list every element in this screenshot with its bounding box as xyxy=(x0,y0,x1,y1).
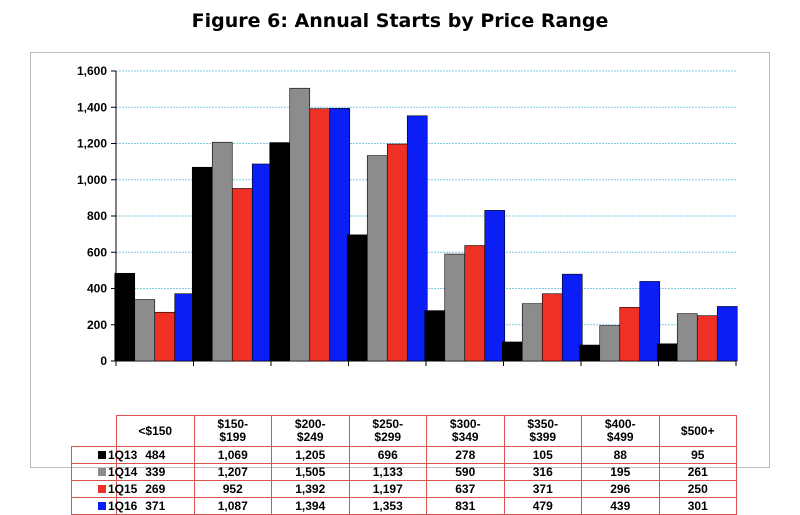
bar xyxy=(619,307,641,362)
data-label: 261 xyxy=(658,463,737,481)
bar xyxy=(484,210,506,362)
legend-swatch xyxy=(98,451,106,459)
data-label: 1,133 xyxy=(348,463,427,481)
legend-entry: 1Q16 xyxy=(71,497,137,515)
data-label: 278 xyxy=(426,446,505,464)
x-tick-label: <$150 xyxy=(116,415,195,447)
x-tick-label: $300- $349 xyxy=(426,415,505,447)
legend-swatch xyxy=(98,468,106,476)
legend-entry: 1Q15 xyxy=(71,480,137,498)
legend-swatch xyxy=(98,502,106,510)
data-table: <$150 $150- $199 $200- $249 $250- $299 $300- $34… xyxy=(71,415,737,515)
data-label: 195 xyxy=(581,463,660,481)
data-label: 637 xyxy=(426,480,505,498)
table-row: 1Q13 484 1,069 1,205 696 278 105 88 95 xyxy=(71,446,737,464)
data-label: 590 xyxy=(426,463,505,481)
y-tick-label: 1,200 xyxy=(77,137,107,151)
bar xyxy=(561,273,583,362)
table-row: 1Q16 371 1,087 1,394 1,353 831 479 439 301 xyxy=(71,497,737,515)
x-tick-label: $350- $399 xyxy=(503,415,582,447)
bar xyxy=(406,115,428,362)
data-label: 831 xyxy=(426,497,505,515)
data-label: 439 xyxy=(581,497,660,515)
data-label: 88 xyxy=(581,446,660,464)
data-label: 1,353 xyxy=(348,497,427,515)
data-label: 1,392 xyxy=(271,480,350,498)
chart-title: Figure 6: Annual Starts by Price Range xyxy=(191,10,609,32)
bar xyxy=(134,299,156,362)
bar xyxy=(386,143,408,362)
bar xyxy=(444,253,466,362)
bar xyxy=(114,272,136,362)
bar-chart: 0 200 400 600 800 1,000 1,200 1,400 1,600 xyxy=(77,64,738,368)
legend-entry: 1Q14 xyxy=(71,463,137,481)
data-label: 316 xyxy=(503,463,582,481)
data-label: 484 xyxy=(116,446,195,464)
bar xyxy=(289,87,311,362)
bar xyxy=(501,341,523,362)
y-tick-label: 1,400 xyxy=(77,100,107,114)
bar xyxy=(676,313,698,362)
bar xyxy=(174,293,196,362)
legend-label: 1Q14 xyxy=(108,464,138,479)
bar xyxy=(579,344,601,362)
bar xyxy=(269,142,291,362)
bar xyxy=(211,141,233,362)
bar xyxy=(656,343,678,362)
y-tick-label: 600 xyxy=(87,245,107,259)
y-tick-label: 800 xyxy=(87,209,107,223)
bar xyxy=(541,293,563,362)
legend-entry: 1Q13 xyxy=(71,446,137,464)
data-label: 952 xyxy=(193,480,272,498)
data-label: 250 xyxy=(658,480,737,498)
data-label: 696 xyxy=(348,446,427,464)
chart-frame: 0 200 400 600 800 1,000 1,200 1,400 1,600 <$150 $… xyxy=(30,52,770,515)
bar xyxy=(716,306,738,362)
bar xyxy=(424,310,446,362)
y-tick-label: 400 xyxy=(87,282,107,296)
data-label: 1,205 xyxy=(271,446,350,464)
bar xyxy=(639,281,661,362)
legend-label: 1Q13 xyxy=(108,447,138,462)
data-label: 296 xyxy=(581,480,660,498)
x-tick-label: $200- $249 xyxy=(271,415,350,447)
data-label: 95 xyxy=(658,446,737,464)
y-tick-label: 0 xyxy=(100,354,107,368)
x-tick-label: $150- $199 xyxy=(193,415,272,447)
bar xyxy=(599,325,621,362)
data-label: 301 xyxy=(658,497,737,515)
data-label: 1,394 xyxy=(271,497,350,515)
data-label: 1,505 xyxy=(271,463,350,481)
bar xyxy=(366,155,388,362)
data-label: 1,087 xyxy=(193,497,272,515)
bar xyxy=(521,303,543,362)
bar xyxy=(231,188,253,362)
table-row: 1Q15 269 952 1,392 1,197 637 371 296 250 xyxy=(71,480,737,498)
bar xyxy=(329,108,351,362)
x-tick-label: $250- $299 xyxy=(348,415,427,447)
legend-swatch xyxy=(98,485,106,493)
y-tick-label: 1,600 xyxy=(77,64,107,78)
x-tick-label: $500+ xyxy=(658,415,737,447)
data-label: 371 xyxy=(503,480,582,498)
data-label: 1,069 xyxy=(193,446,272,464)
bar xyxy=(346,234,368,362)
x-tick-label: $400- $499 xyxy=(581,415,660,447)
table-row: 1Q14 339 1,207 1,505 1,133 590 316 195 261 xyxy=(71,463,737,481)
bar xyxy=(464,245,486,362)
bar xyxy=(309,108,331,362)
data-label: 479 xyxy=(503,497,582,515)
y-tick-label: 1,000 xyxy=(77,173,107,187)
data-label: 1,207 xyxy=(193,463,272,481)
table-corner xyxy=(72,416,117,447)
bar xyxy=(191,166,213,362)
bar xyxy=(696,315,718,362)
table-header-row: <$150 $150- $199 $200- $249 $250- $299 $300- $34… xyxy=(72,415,737,447)
y-tick-label: 200 xyxy=(87,318,107,332)
bar xyxy=(154,311,176,362)
bars xyxy=(114,87,738,362)
data-label: 1,197 xyxy=(348,480,427,498)
data-label: 105 xyxy=(503,446,582,464)
bar xyxy=(251,163,273,362)
